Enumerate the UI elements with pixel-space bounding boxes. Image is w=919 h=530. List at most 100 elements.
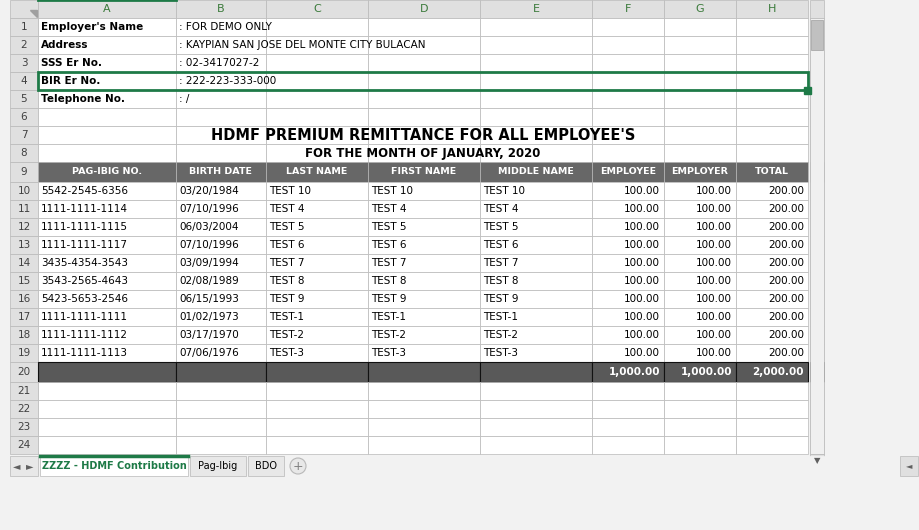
Bar (591, 418, 664, 436)
Bar (10, 254, 38, 272)
Bar (735, 36, 807, 54)
Bar (38, 72, 807, 90)
Bar (10, 436, 38, 454)
Text: 100.00: 100.00 (623, 204, 659, 214)
Text: TEST 7: TEST 7 (482, 258, 518, 268)
Bar (10, 382, 38, 400)
Bar (664, 162, 735, 182)
Bar (38, 0, 176, 18)
Bar (664, 200, 735, 218)
Text: 14: 14 (17, 258, 30, 268)
Bar (809, 436, 823, 454)
Text: 8: 8 (20, 148, 28, 158)
Bar (591, 18, 664, 36)
Bar (735, 0, 807, 18)
Bar (664, 400, 735, 418)
Text: 07/10/1996: 07/10/1996 (179, 240, 239, 250)
Bar (38, 236, 176, 254)
Bar (809, 326, 823, 344)
Bar (735, 72, 807, 90)
Text: ZZZZ - HDMF Contribution: ZZZZ - HDMF Contribution (41, 461, 187, 471)
Text: 2,000.00: 2,000.00 (752, 367, 803, 377)
Bar (591, 236, 664, 254)
Bar (176, 182, 266, 200)
Text: 15: 15 (17, 276, 30, 286)
Bar (480, 54, 591, 72)
Bar (266, 72, 368, 90)
Bar (480, 182, 591, 200)
Bar (480, 90, 591, 108)
Bar (591, 290, 664, 308)
Bar (735, 108, 807, 126)
Text: 9: 9 (20, 167, 28, 177)
Text: 03/20/1984: 03/20/1984 (179, 186, 239, 196)
Bar (176, 162, 266, 182)
Bar (40, 456, 187, 476)
Bar (809, 418, 823, 436)
Bar (809, 182, 823, 200)
Bar (176, 436, 266, 454)
Bar (735, 418, 807, 436)
Bar (591, 72, 664, 90)
Text: 200.00: 200.00 (767, 294, 803, 304)
Bar (811, 20, 823, 50)
Text: 5542-2545-6356: 5542-2545-6356 (41, 186, 128, 196)
Text: D: D (419, 4, 427, 14)
Text: F: F (624, 4, 630, 14)
Text: EMPLOYER: EMPLOYER (671, 167, 728, 176)
Bar (38, 144, 176, 162)
Bar (809, 0, 823, 18)
Text: TEST-1: TEST-1 (482, 312, 517, 322)
Text: 100.00: 100.00 (623, 276, 659, 286)
Bar (591, 272, 664, 290)
Bar (368, 144, 480, 162)
Text: TEST-1: TEST-1 (268, 312, 303, 322)
Text: TEST-2: TEST-2 (370, 330, 405, 340)
Bar (368, 326, 480, 344)
Text: TEST 6: TEST 6 (370, 240, 406, 250)
Text: 100.00: 100.00 (623, 258, 659, 268)
Text: 200.00: 200.00 (767, 186, 803, 196)
Bar (176, 254, 266, 272)
Bar (10, 162, 38, 182)
Bar (10, 182, 38, 200)
Bar (176, 344, 266, 362)
Text: 1,000.00: 1,000.00 (607, 367, 659, 377)
Bar (735, 18, 807, 36)
Bar (266, 418, 368, 436)
Bar (735, 344, 807, 362)
Text: TEST 4: TEST 4 (370, 204, 406, 214)
Bar (10, 308, 38, 326)
Text: ◄: ◄ (13, 461, 21, 471)
Bar (809, 254, 823, 272)
Bar (664, 272, 735, 290)
Text: FIRST NAME: FIRST NAME (391, 167, 456, 176)
Text: 5: 5 (20, 94, 28, 104)
Bar (38, 36, 176, 54)
Text: BIR Er No.: BIR Er No. (41, 76, 100, 86)
Bar (368, 272, 480, 290)
Bar (38, 182, 176, 200)
Text: TEST 7: TEST 7 (370, 258, 406, 268)
Bar (368, 18, 480, 36)
Bar (664, 0, 735, 18)
Bar (368, 362, 480, 382)
Bar (10, 144, 38, 162)
Text: TEST-1: TEST-1 (370, 312, 405, 322)
Text: ▼: ▼ (813, 456, 820, 465)
Text: 1111-1111-1117: 1111-1111-1117 (41, 240, 128, 250)
Bar (735, 326, 807, 344)
Bar (809, 18, 823, 36)
Text: 100.00: 100.00 (696, 330, 732, 340)
Bar (899, 456, 917, 476)
Bar (368, 200, 480, 218)
Text: 4: 4 (20, 76, 28, 86)
Bar (591, 162, 664, 182)
Text: 100.00: 100.00 (696, 240, 732, 250)
Text: 3543-2565-4643: 3543-2565-4643 (41, 276, 128, 286)
Bar (176, 36, 266, 54)
Bar (664, 362, 735, 382)
Bar (176, 218, 266, 236)
Bar (591, 54, 664, 72)
Bar (480, 362, 591, 382)
